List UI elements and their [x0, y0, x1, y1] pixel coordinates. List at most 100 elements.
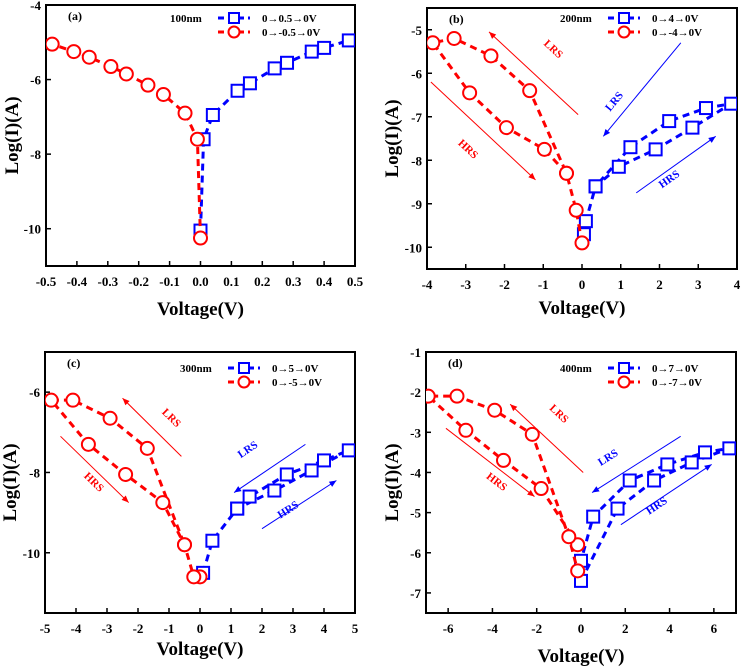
data-point-circle: [570, 563, 586, 579]
x-tick-label: 0: [579, 277, 586, 292]
data-point-square: [722, 441, 736, 456]
y-axis-label: Log(I)(A): [0, 443, 21, 521]
x-tick-label: 1: [618, 277, 625, 292]
data-point-square: [267, 61, 282, 76]
data-point-square: [230, 83, 245, 98]
y-tick-label: -3: [410, 425, 421, 440]
annotation-label: HRS: [455, 137, 480, 161]
arrowhead: [603, 129, 611, 137]
annotation-label: HRS: [657, 168, 682, 191]
data-point-circle: [118, 466, 134, 482]
data-point-square: [242, 76, 257, 91]
x-tick-label: 3: [290, 621, 297, 636]
legend-entry: 0→-5→0V: [228, 375, 322, 389]
data-point-square: [685, 120, 700, 135]
annotation-arrow: [602, 42, 682, 137]
x-tick-label: 0.1: [223, 274, 239, 289]
x-tick-label: -5: [40, 621, 51, 636]
data-point-circle: [536, 141, 552, 157]
annotation-arrow: [509, 403, 584, 473]
series-line: [51, 42, 202, 239]
legend-label: 0→0.5→0V: [262, 13, 317, 25]
legend-entry: 0→0.5→0V: [218, 12, 317, 25]
x-tick-label: 4: [666, 621, 673, 636]
data-point-circle: [522, 83, 538, 99]
data-point-circle: [426, 388, 436, 404]
legend-marker-circle: [227, 25, 241, 39]
data-point-circle: [483, 48, 499, 64]
data-point-square: [647, 473, 662, 488]
arrowhead: [704, 464, 712, 471]
legend-label: 0→-7→0V: [652, 377, 702, 389]
y-axis-label: Log(I)(A): [2, 96, 23, 174]
x-tick-label: 0: [578, 621, 585, 636]
data-point-square: [205, 533, 220, 548]
data-point-square: [623, 140, 638, 155]
data-point-square: [648, 142, 663, 157]
x-tick-label: 4: [734, 277, 741, 292]
y-tick-label: -6: [410, 546, 421, 561]
x-tick-label: 0.2: [254, 274, 270, 289]
legend-label: 0→5→0V: [272, 363, 319, 375]
x-tick-label: -6: [443, 621, 454, 636]
data-point-circle: [498, 120, 514, 136]
x-tick-label: -0.4: [67, 274, 88, 289]
legend-entry: 0→-0.5→0V: [218, 25, 320, 39]
x-tick-label: 0: [197, 621, 204, 636]
x-tick-label: -1: [538, 277, 549, 292]
x-tick-label: 2: [259, 621, 266, 636]
y-tick-label: -10: [24, 222, 41, 237]
annotation-label: HRS: [276, 499, 302, 521]
legend-entry: 0→7→0V: [608, 362, 699, 375]
y-axis-label: Log(I)(A): [382, 443, 403, 521]
x-tick-label: -4: [422, 277, 433, 292]
data-point-square: [578, 214, 593, 229]
x-tick-label: -2: [133, 621, 144, 636]
y-tick-label: -6: [30, 73, 41, 88]
legend-marker-circle: [617, 375, 631, 389]
x-tick-label: -3: [102, 621, 113, 636]
y-tick-label: -8: [30, 147, 41, 162]
y-tick-label: -6: [29, 385, 40, 400]
x-tick-label: -2: [499, 277, 510, 292]
data-point-circle: [574, 235, 590, 251]
legend-label: 0→-0.5→0V: [262, 27, 320, 39]
legend-marker-square: [238, 362, 250, 374]
y-tick-label: -2: [410, 385, 421, 400]
data-point-square: [698, 445, 712, 460]
annotation-label: HRS: [81, 470, 106, 494]
data-point-circle: [177, 105, 193, 121]
data-point-square: [279, 467, 294, 482]
annotation-arrow: [620, 464, 712, 526]
y-tick-label: -5: [410, 506, 421, 521]
y-tick-label: -10: [23, 546, 40, 561]
data-point-circle: [102, 410, 118, 426]
annotation-label: LRS: [603, 90, 626, 114]
x-axis-label: Voltage(V): [157, 299, 244, 320]
data-point-circle: [103, 59, 119, 75]
data-point-square: [724, 96, 737, 111]
annotation-label: LRS: [159, 406, 183, 430]
legend-label: 0→-4→0V: [652, 27, 702, 39]
plot-area: [427, 30, 737, 251]
legend-entry: 0→4→0V: [608, 12, 699, 25]
panel-a: -0.5 -0.4 -0.3 -0.2 -0.1 0.0 0.1 0.2 0.3 0.4 0.5 -1…: [2, 0, 364, 320]
panel-c: -5 -4 -3 -2 -1 0 1 2 3 4 5-10-8-6Voltage(V)Log(I)(…: [0, 351, 359, 660]
data-point-circle: [177, 537, 192, 553]
arrowhead: [528, 172, 536, 180]
y-tick-label: -6: [411, 66, 422, 81]
data-point-square: [280, 55, 295, 70]
data-point-circle: [446, 30, 462, 46]
data-point-square: [205, 107, 220, 122]
x-tick-label: 4: [321, 621, 328, 636]
annotation-arrow: [488, 31, 579, 115]
y-tick-label: -8: [29, 465, 40, 480]
x-tick-label: 0.4: [316, 274, 333, 289]
annotation-label: LRS: [596, 447, 621, 469]
data-point-square: [317, 453, 331, 468]
data-point-circle: [561, 529, 577, 545]
data-point-circle: [427, 35, 441, 51]
y-tick-label: -7: [411, 110, 422, 125]
panel-label: (c): [67, 356, 80, 370]
x-tick-label: 5: [352, 621, 359, 636]
